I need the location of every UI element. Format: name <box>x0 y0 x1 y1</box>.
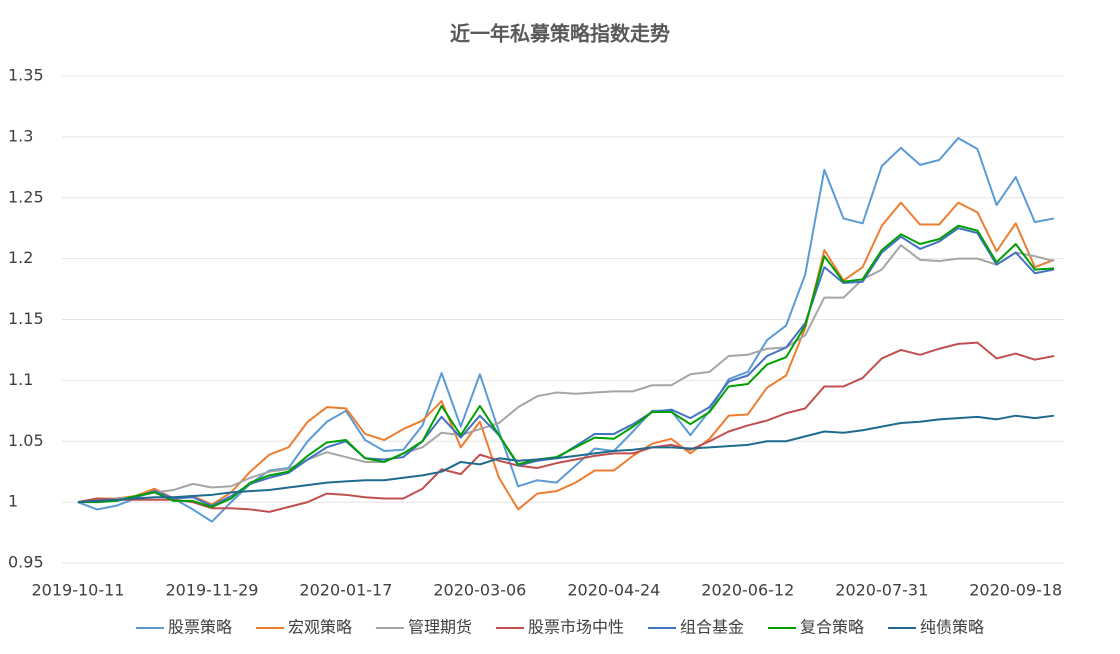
series-line <box>78 224 1055 508</box>
legend-label: 管理期货 <box>408 618 472 637</box>
legend-label: 股票策略 <box>168 618 232 637</box>
legend-label: 组合基金 <box>680 618 744 637</box>
y-tick-label: 1.25 <box>8 187 44 206</box>
chart-title: 近一年私募策略指数走势 <box>450 22 670 46</box>
legend-label: 纯债策略 <box>920 618 984 637</box>
x-tick-label: 2020-06-12 <box>701 581 794 600</box>
y-tick-label: 1.1 <box>8 370 33 389</box>
y-tick-label: 1.3 <box>8 126 33 145</box>
series-line <box>77 414 1055 504</box>
x-tick-label: 2020-09-18 <box>969 581 1062 600</box>
x-tick-label: 2019-10-11 <box>32 581 125 600</box>
series-line <box>77 341 1055 513</box>
legend-label: 复合策略 <box>800 618 864 637</box>
series-line <box>77 227 1055 507</box>
y-tick-label: 1 <box>8 492 18 511</box>
y-tick-label: 0.95 <box>8 553 44 572</box>
y-tick-label: 1.35 <box>8 66 44 85</box>
legend-label: 股票市场中性 <box>528 618 624 637</box>
x-tick-label: 2020-03-06 <box>433 581 526 600</box>
x-tick-label: 2019-11-29 <box>165 581 258 600</box>
series-line <box>77 137 1055 523</box>
series-line <box>77 201 1055 511</box>
legend-label: 宏观策略 <box>288 618 352 637</box>
y-tick-label: 1.05 <box>8 431 44 450</box>
y-tick-label: 1.2 <box>8 248 33 267</box>
series-line <box>77 244 1055 504</box>
x-tick-label: 2020-07-31 <box>835 581 928 600</box>
x-tick-label: 2020-01-17 <box>299 581 392 600</box>
legend: 股票策略 宏观策略 管理期货 股票市场中性 组合基金 复合策略 纯债策略 <box>135 618 984 637</box>
x-tick-label: 2020-04-24 <box>567 581 660 600</box>
y-tick-label: 1.15 <box>8 309 44 328</box>
